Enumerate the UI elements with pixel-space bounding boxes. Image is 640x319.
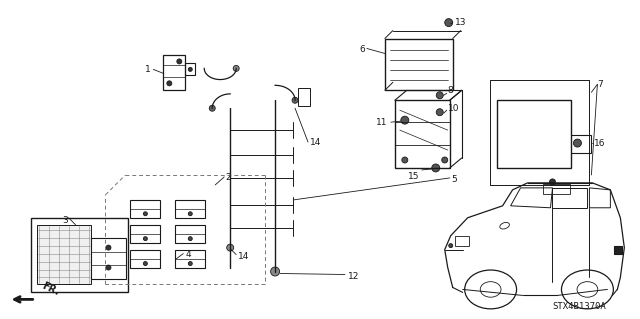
Circle shape	[573, 139, 581, 147]
Circle shape	[550, 179, 556, 185]
Text: 8: 8	[448, 86, 454, 95]
Circle shape	[143, 262, 147, 265]
Text: 16: 16	[595, 138, 606, 148]
Circle shape	[167, 81, 172, 86]
Circle shape	[143, 212, 147, 216]
Circle shape	[401, 116, 409, 124]
Circle shape	[188, 67, 192, 71]
Circle shape	[271, 267, 280, 276]
Circle shape	[188, 212, 192, 216]
Circle shape	[143, 237, 147, 241]
Circle shape	[188, 237, 192, 241]
Text: 6: 6	[359, 46, 365, 55]
Bar	[31, 218, 129, 293]
Circle shape	[449, 244, 452, 248]
Text: 12: 12	[348, 271, 359, 280]
Bar	[36, 225, 92, 285]
Text: 14: 14	[310, 138, 321, 147]
Bar	[298, 88, 310, 106]
Bar	[131, 200, 161, 218]
Text: 10: 10	[448, 104, 460, 113]
Circle shape	[177, 59, 182, 64]
Bar	[497, 100, 572, 168]
Text: 15: 15	[408, 172, 420, 181]
Bar	[92, 238, 127, 279]
Circle shape	[442, 157, 448, 163]
Bar	[454, 236, 468, 246]
Text: 4: 4	[186, 249, 191, 259]
Bar	[570, 135, 591, 153]
Bar	[131, 225, 161, 243]
Bar	[385, 39, 452, 90]
Circle shape	[292, 97, 298, 103]
Circle shape	[233, 65, 239, 71]
Text: 1: 1	[145, 65, 151, 74]
Bar	[175, 200, 205, 218]
Text: STX4B1370A: STX4B1370A	[552, 302, 606, 311]
Text: 11: 11	[376, 118, 388, 127]
Circle shape	[445, 19, 452, 26]
Text: FR.: FR.	[40, 281, 61, 297]
Text: 3: 3	[63, 216, 68, 225]
Text: 14: 14	[238, 252, 250, 261]
Circle shape	[432, 164, 440, 172]
Circle shape	[188, 262, 192, 265]
Text: 13: 13	[454, 18, 466, 27]
Circle shape	[436, 92, 444, 99]
Bar	[186, 63, 195, 75]
Text: 2: 2	[225, 173, 231, 182]
Bar	[175, 225, 205, 243]
Circle shape	[402, 157, 408, 163]
Bar	[395, 100, 450, 168]
Bar	[163, 56, 186, 90]
Circle shape	[106, 245, 111, 250]
Bar	[543, 184, 570, 194]
Circle shape	[106, 265, 111, 270]
Text: 7: 7	[597, 80, 603, 89]
Text: 5: 5	[452, 175, 458, 184]
Bar	[175, 249, 205, 268]
Bar	[131, 249, 161, 268]
Bar	[614, 246, 622, 254]
Circle shape	[436, 109, 444, 116]
Circle shape	[227, 244, 234, 251]
Circle shape	[209, 105, 215, 111]
